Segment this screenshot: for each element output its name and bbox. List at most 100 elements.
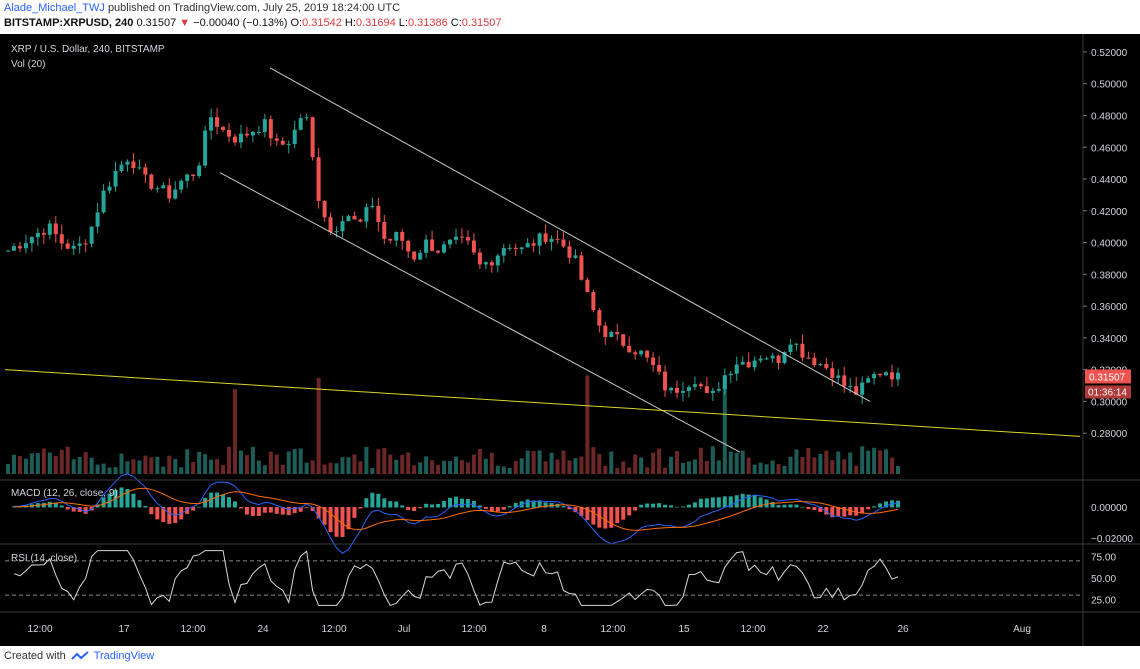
volume-bar — [250, 446, 255, 474]
volume-bar — [6, 463, 10, 474]
macd-histogram-bar — [669, 505, 674, 508]
macd-histogram-bar — [866, 507, 871, 510]
last-price: 0.31507 — [136, 17, 177, 29]
macd-histogram-bar — [585, 507, 590, 521]
candle-body — [609, 332, 614, 338]
volume-bar — [651, 452, 656, 474]
macd-histogram-bar — [346, 507, 351, 530]
y-tick-label: 0.38000 — [1091, 270, 1128, 281]
volume-bar — [388, 454, 393, 474]
candle-body — [412, 251, 417, 260]
volume-bar — [800, 456, 805, 474]
volume-bar — [412, 465, 417, 474]
candles — [6, 108, 900, 405]
candle-body — [603, 325, 608, 338]
y-tick-label: 0.48000 — [1091, 111, 1128, 122]
chart-canvas[interactable]: 0.52000 0.50000 0.48000 0.46000 0.44000 0.420… — [0, 34, 1140, 646]
macd-histogram-bar — [609, 507, 614, 528]
candle-body — [101, 190, 106, 213]
macd-histogram-bar — [734, 495, 739, 508]
rsi-line — [13, 550, 899, 607]
macd-histogram-bar — [155, 507, 160, 520]
macd-histogram-bar — [531, 500, 536, 508]
candle-body — [352, 215, 357, 220]
macd-histogram-bar — [310, 507, 315, 511]
y-tick-label: 0.28000 — [1091, 429, 1128, 440]
candle-body — [716, 388, 721, 391]
volume-bar — [119, 453, 124, 474]
macd-histogram-bar — [322, 507, 327, 525]
volume-bar — [71, 459, 76, 474]
macd-histogram-bar — [752, 494, 757, 508]
volume-bar — [818, 453, 823, 474]
macd-histogram-bar — [692, 502, 697, 508]
macd-histogram-bar — [872, 506, 877, 508]
candle-body — [298, 118, 303, 130]
x-tick-label: 12:00 — [740, 624, 765, 635]
candle-body — [806, 357, 811, 359]
candle-body — [489, 262, 494, 266]
volume-bar — [728, 451, 733, 474]
x-tick-label: 15 — [678, 624, 690, 635]
candle-body — [567, 246, 572, 258]
volume-bar — [382, 447, 387, 474]
x-tick-label: 26 — [897, 624, 909, 635]
volume-bar — [274, 454, 279, 474]
macd-histogram-bar — [65, 507, 70, 510]
volume-bar — [848, 452, 853, 474]
macd-histogram-bar — [824, 507, 829, 515]
volume-bar — [716, 460, 721, 474]
candle-body — [179, 180, 184, 190]
macd-histogram-bar — [185, 507, 190, 514]
candle-body — [227, 129, 232, 137]
macd-histogram-bar — [364, 498, 369, 508]
candle-body — [238, 133, 243, 143]
candle-body — [149, 174, 154, 189]
macd-histogram-bar — [448, 497, 453, 508]
macd-histogram-bar — [436, 503, 441, 508]
macd-histogram-bar — [884, 501, 889, 508]
volume-bar — [107, 467, 112, 474]
volume-bar — [686, 461, 691, 474]
macd-histogram-bar — [191, 507, 196, 511]
volume-bar — [674, 451, 679, 474]
volume-bar — [477, 448, 482, 474]
candle-body — [692, 384, 697, 387]
volume-bar — [770, 460, 775, 474]
candle-body — [340, 221, 345, 232]
volume-bar — [41, 448, 46, 474]
macd-histogram-bar — [358, 507, 363, 509]
candle-body — [35, 232, 40, 238]
macd-histogram-bar — [71, 507, 76, 512]
volume-bar — [77, 456, 82, 474]
candle-body — [388, 238, 393, 241]
rsi-pane — [5, 550, 1083, 607]
macd-histogram-bar — [352, 507, 357, 518]
candle-body — [268, 119, 273, 139]
macd-histogram-bar — [209, 492, 214, 508]
tradingview-brand[interactable]: TradingView — [93, 650, 155, 662]
macd-histogram-bar — [782, 504, 787, 508]
x-tick-label: 8 — [541, 624, 547, 635]
macd-histogram-bar — [525, 499, 530, 508]
volume-bar — [806, 447, 811, 474]
macd-histogram-bar — [770, 501, 775, 508]
volume-bar — [872, 447, 877, 474]
volume-bar — [406, 452, 411, 474]
macd-histogram-bar — [878, 503, 883, 508]
volume-bar — [424, 456, 429, 474]
candle-body — [627, 345, 632, 353]
candle-body — [722, 375, 727, 389]
volume-bar — [615, 467, 620, 474]
candle-body — [800, 343, 805, 358]
candle-body — [316, 157, 321, 201]
macd-y-tick-label: 0.00000 — [1091, 503, 1128, 514]
candle-body — [543, 233, 548, 242]
macd-histogram-bar — [800, 506, 805, 508]
author-link[interactable]: Alade_Michael_TWJ — [4, 2, 105, 14]
volume-bar — [113, 467, 118, 474]
candle-body — [143, 167, 148, 175]
candle-body — [591, 292, 596, 311]
candle-body — [358, 219, 363, 222]
candle-body — [537, 233, 542, 246]
